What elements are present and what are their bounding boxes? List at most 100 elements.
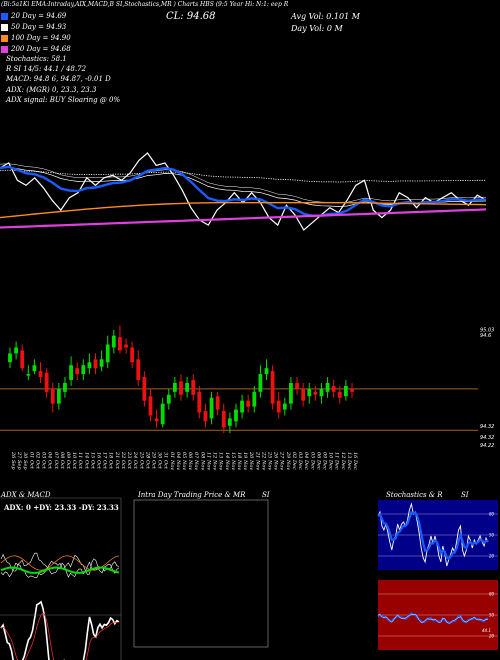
candle-body bbox=[295, 382, 299, 389]
date-label: 02 Dec bbox=[291, 452, 297, 470]
stochastics-readout: Stochastics: 58.1 bbox=[6, 55, 67, 63]
date-label: 11 Dec bbox=[334, 452, 340, 470]
candle-23-Oct bbox=[124, 338, 128, 354]
date-label: 07 Oct bbox=[53, 452, 59, 470]
date-label: 25 Nov bbox=[267, 451, 273, 470]
date-label: 21 Oct bbox=[114, 451, 120, 470]
candle-body bbox=[221, 411, 226, 428]
date-label: 21 Nov bbox=[254, 451, 260, 470]
stoch-level-label: 20 bbox=[489, 554, 495, 559]
candle-10-Dec bbox=[325, 377, 330, 398]
plus-di-line bbox=[0, 552, 120, 578]
ema50-swatch bbox=[1, 23, 8, 31]
candle-body bbox=[20, 350, 25, 369]
candle-17-Oct bbox=[99, 350, 104, 372]
candle-body bbox=[81, 365, 86, 375]
rsi-level-label: 20 bbox=[489, 634, 495, 639]
candle-body bbox=[142, 377, 147, 401]
date-label: 29 Nov bbox=[285, 451, 291, 470]
date-label: 20 Nov bbox=[248, 451, 254, 470]
candle-body bbox=[154, 418, 159, 422]
candle-body bbox=[124, 344, 128, 348]
rsi-value-label: 44.1 bbox=[482, 628, 491, 633]
rsi-level-label: 50 bbox=[489, 613, 495, 618]
adx-readout: ADX: (MGR) 0, 23.3, 23.3 bbox=[6, 86, 97, 94]
date-label: 27 Sep bbox=[16, 451, 22, 470]
intraday-panel-box bbox=[133, 499, 269, 648]
candle-29-Nov bbox=[282, 397, 287, 416]
candle-body bbox=[69, 365, 73, 380]
adx-green-line bbox=[0, 566, 120, 574]
date-label: 26 Nov bbox=[273, 451, 279, 470]
candle-15-Oct bbox=[87, 353, 92, 375]
candle-body bbox=[234, 409, 238, 422]
intraday-panel-title: Intra Day Trading Price & MR bbox=[138, 491, 246, 499]
chart-header-line: (Bi:5a1Ki EMA:Intraday,AIX,MACD,B SI,Sto… bbox=[1, 1, 289, 8]
date-label: 09 Oct bbox=[65, 452, 71, 470]
candle-10-Oct bbox=[69, 356, 73, 386]
date-label: 10 Dec bbox=[328, 452, 334, 470]
day-volume-label: Day Vol: 0 M bbox=[291, 24, 343, 33]
macd-line bbox=[0, 600, 120, 660]
candle-body bbox=[179, 381, 183, 395]
date-label: 15 Nov bbox=[230, 452, 236, 470]
candle-19-Nov bbox=[240, 394, 244, 419]
date-label: 04 Dec bbox=[303, 452, 309, 470]
stoch-level-label: 80 bbox=[489, 512, 495, 517]
candle-11-Dec bbox=[331, 380, 336, 398]
candle-13-Dec bbox=[343, 380, 348, 401]
candle-body bbox=[197, 391, 202, 413]
candle-12-Dec bbox=[337, 385, 342, 404]
candle-body bbox=[264, 368, 269, 375]
date-label: 16 Dec bbox=[352, 452, 358, 470]
date-label: 30 Oct bbox=[157, 452, 163, 470]
candle-08-Nov bbox=[197, 385, 202, 419]
candle-25-Oct bbox=[136, 350, 141, 386]
date-label: 19 Nov bbox=[242, 452, 248, 470]
rsi-signal-line bbox=[377, 613, 489, 624]
minus-di-line bbox=[0, 554, 120, 578]
candle-02-Oct bbox=[32, 359, 37, 375]
candle-31-Oct bbox=[160, 397, 165, 428]
candle-03-Oct bbox=[38, 362, 43, 383]
date-label: 28 Oct bbox=[144, 451, 150, 470]
candle-29-Oct bbox=[148, 388, 153, 422]
ema100-line bbox=[0, 201, 487, 219]
date-label: 25 Oct bbox=[138, 451, 144, 470]
date-label: 14 Oct bbox=[83, 452, 89, 470]
macd-signal-line bbox=[0, 612, 120, 660]
candle-21-Oct bbox=[111, 329, 116, 354]
candle-body bbox=[160, 403, 165, 425]
date-label: 05 Nov bbox=[181, 452, 187, 470]
candle-body bbox=[38, 371, 43, 378]
stoch-panel-title: Stochastics & R bbox=[386, 491, 443, 499]
date-label: 29 Oct bbox=[150, 451, 156, 470]
candle-27-Sep bbox=[14, 341, 19, 360]
candle-09-Oct bbox=[63, 377, 67, 398]
ema200-swatch bbox=[1, 45, 8, 53]
candle-body bbox=[75, 368, 80, 375]
candle-body bbox=[331, 385, 336, 392]
candle-body bbox=[26, 374, 31, 376]
candle-12-Nov bbox=[209, 391, 214, 425]
candle-body bbox=[56, 388, 61, 404]
intraday-si-label: SI bbox=[262, 491, 270, 499]
legend-ema50: 50 Day = 94.93 bbox=[1, 23, 66, 31]
level-label-2: 94.32 bbox=[480, 424, 494, 430]
candle-30-Oct bbox=[154, 409, 159, 428]
date-label: 18 Oct bbox=[108, 452, 114, 470]
candle-body bbox=[240, 400, 244, 413]
candle-06-Dec bbox=[313, 385, 318, 401]
macd-readout: MACD: 94.8 6, 94.87, -0.01 D bbox=[6, 75, 111, 83]
date-label: 10 Oct bbox=[71, 452, 77, 470]
candle-body bbox=[301, 388, 306, 401]
candle-20-Nov bbox=[246, 394, 251, 413]
date-label: 22 Oct bbox=[120, 451, 126, 470]
candle-18-Nov bbox=[234, 403, 238, 428]
candle-body bbox=[276, 400, 281, 413]
candle-body bbox=[313, 391, 318, 395]
level-label-0: 95.03 bbox=[480, 327, 494, 333]
adx-panel-title: ADX & MACD bbox=[1, 491, 51, 499]
candle-body bbox=[350, 388, 354, 392]
